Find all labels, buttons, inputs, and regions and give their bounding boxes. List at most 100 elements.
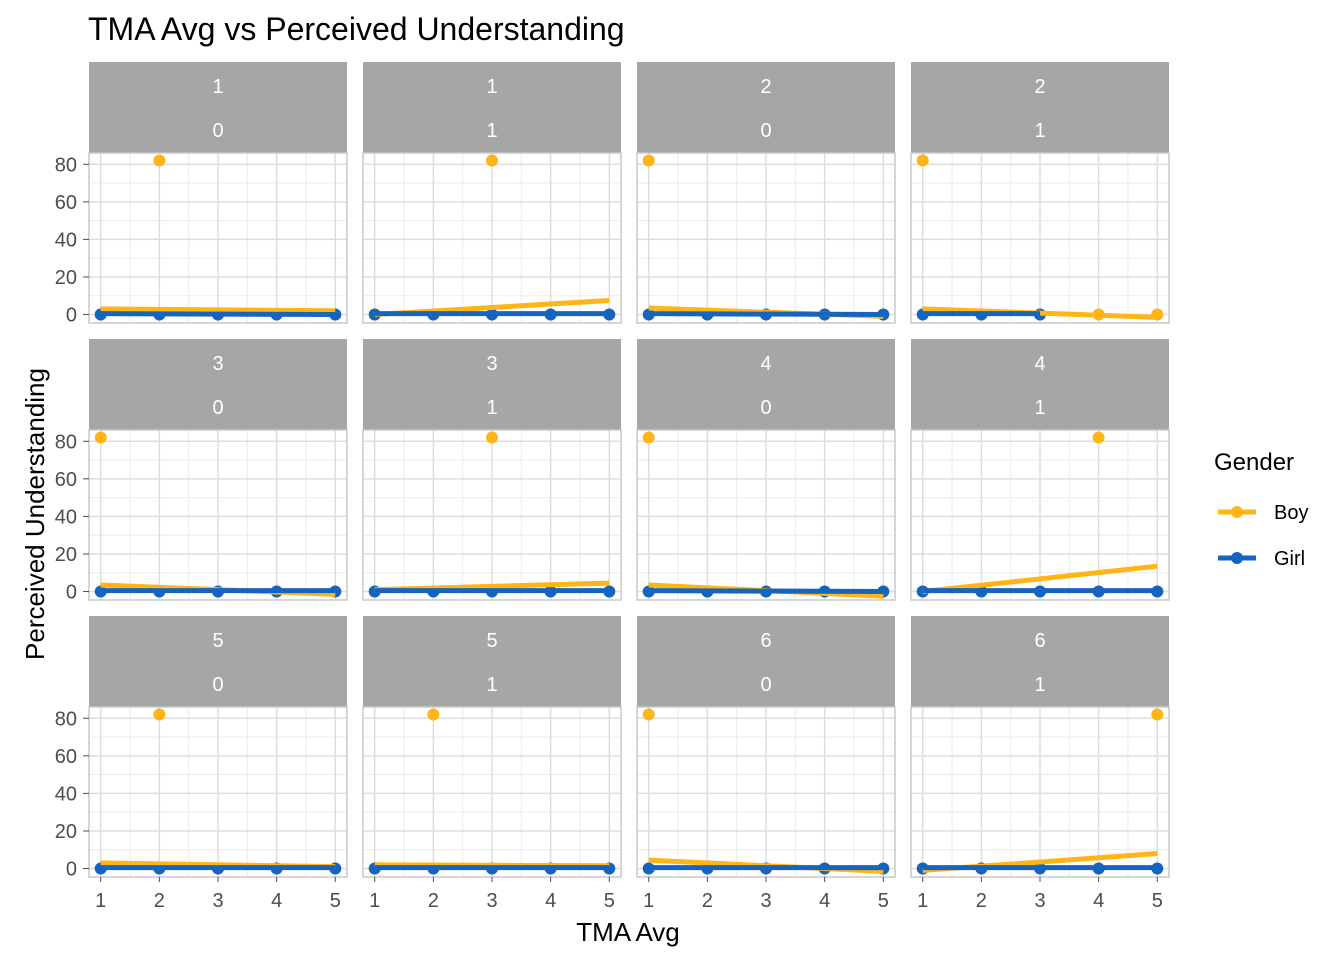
facet-strip <box>89 616 347 707</box>
y-tick-label: 20 <box>55 544 77 566</box>
y-tick-label: 0 <box>66 582 77 604</box>
facet-strip-label-1: 3 <box>486 353 497 375</box>
y-tick-label: 40 <box>55 783 77 805</box>
facet-strip <box>89 339 347 430</box>
boy-point <box>94 431 107 444</box>
x-tick-label: 1 <box>95 890 106 912</box>
panel-border <box>636 429 896 601</box>
facet-strip-label-2: 1 <box>486 397 497 419</box>
facet-strip-label-1: 6 <box>1034 630 1045 652</box>
boy-trend-line <box>100 306 336 314</box>
x-tick-label: 4 <box>819 890 830 912</box>
x-tick-label: 2 <box>154 890 165 912</box>
y-tick-label: 80 <box>55 431 77 453</box>
legend-label: Boy <box>1274 502 1308 524</box>
chart-title: TMA Avg vs Perceived Understanding <box>88 11 625 47</box>
panel-border <box>636 152 896 324</box>
x-tick-label: 2 <box>976 890 987 912</box>
facet-strip-label-2: 0 <box>212 397 223 419</box>
x-tick-label: 5 <box>330 890 341 912</box>
x-tick-label: 4 <box>1093 890 1104 912</box>
facet-strip <box>911 62 1169 153</box>
facet-strip <box>89 62 347 153</box>
boy-point <box>916 154 929 167</box>
facet-strip <box>363 62 621 153</box>
panel-border <box>362 152 622 324</box>
facet-strip-label-1: 5 <box>486 630 497 652</box>
y-tick-label: 40 <box>55 506 77 528</box>
panel-border <box>910 152 1170 324</box>
facet-strip <box>637 62 895 153</box>
y-tick-label: 60 <box>55 192 77 214</box>
girl-trend-line <box>648 311 884 318</box>
boy-point <box>427 708 440 721</box>
facet-strip-label-1: 1 <box>486 76 497 98</box>
x-tick-label: 3 <box>1034 890 1045 912</box>
facet-strip-label-2: 1 <box>1034 674 1045 696</box>
facet-panels: 1002040608011202130020406080314041500204… <box>55 62 1170 912</box>
panel-border <box>88 152 348 324</box>
y-tick-label: 80 <box>55 154 77 176</box>
legend-title: Gender <box>1214 449 1294 476</box>
legend-key-point <box>1231 506 1243 518</box>
facet-strip-label-1: 1 <box>212 76 223 98</box>
legend: Gender Boy Girl <box>1214 449 1308 570</box>
x-axis-title: TMA Avg <box>576 917 680 947</box>
x-tick-label: 4 <box>545 890 556 912</box>
boy-point <box>642 154 655 167</box>
x-tick-label: 5 <box>604 890 615 912</box>
y-tick-label: 0 <box>66 305 77 327</box>
facet-strip-label-2: 0 <box>212 674 223 696</box>
boy-point <box>153 708 166 721</box>
x-tick-label: 2 <box>428 890 439 912</box>
x-tick-label: 1 <box>917 890 928 912</box>
boy-trend-line <box>922 563 1158 595</box>
y-axis-title: Perceived Understanding <box>20 368 50 660</box>
facet-strip-label-1: 3 <box>212 353 223 375</box>
y-tick-label: 60 <box>55 469 77 491</box>
facet-strip-label-1: 2 <box>760 76 771 98</box>
facet-strip-label-1: 6 <box>760 630 771 652</box>
facet-strip-label-2: 1 <box>1034 120 1045 142</box>
facet-strip-label-2: 0 <box>760 397 771 419</box>
boy-point <box>642 708 655 721</box>
x-tick-label: 5 <box>1152 890 1163 912</box>
y-tick-label: 40 <box>55 229 77 251</box>
facet-strip <box>637 616 895 707</box>
boy-point <box>642 431 655 444</box>
facet-strip-label-2: 1 <box>486 120 497 142</box>
panel-border <box>362 429 622 601</box>
y-tick-label: 80 <box>55 708 77 730</box>
facet-strip <box>363 616 621 707</box>
y-tick-label: 60 <box>55 746 77 768</box>
panel-border <box>88 429 348 601</box>
facet-strip-label-2: 0 <box>760 120 771 142</box>
legend-key-point <box>1231 552 1243 564</box>
facet-strip-label-2: 0 <box>760 674 771 696</box>
x-tick-label: 3 <box>486 890 497 912</box>
facet-strip-label-2: 1 <box>486 674 497 696</box>
facet-strip <box>911 339 1169 430</box>
y-tick-label: 0 <box>66 859 77 881</box>
x-tick-label: 3 <box>212 890 223 912</box>
x-tick-label: 5 <box>878 890 889 912</box>
facet-strip-label-1: 5 <box>212 630 223 652</box>
x-tick-label: 1 <box>369 890 380 912</box>
boy-point <box>153 154 166 167</box>
facet-strip-label-1: 4 <box>760 353 771 375</box>
facet-strip-label-2: 0 <box>212 120 223 142</box>
girl-trend-line <box>100 311 336 318</box>
facet-strip <box>637 339 895 430</box>
boy-point <box>1092 431 1105 444</box>
x-tick-label: 1 <box>643 890 654 912</box>
facet-strip <box>911 616 1169 707</box>
x-tick-label: 4 <box>271 890 282 912</box>
facet-strip-label-1: 4 <box>1034 353 1045 375</box>
legend-label: Girl <box>1274 548 1305 570</box>
facet-strip-label-1: 2 <box>1034 76 1045 98</box>
boy-point <box>486 154 498 167</box>
facet-strip-label-2: 1 <box>1034 397 1045 419</box>
x-tick-label: 3 <box>760 890 771 912</box>
panel-border <box>910 429 1170 601</box>
